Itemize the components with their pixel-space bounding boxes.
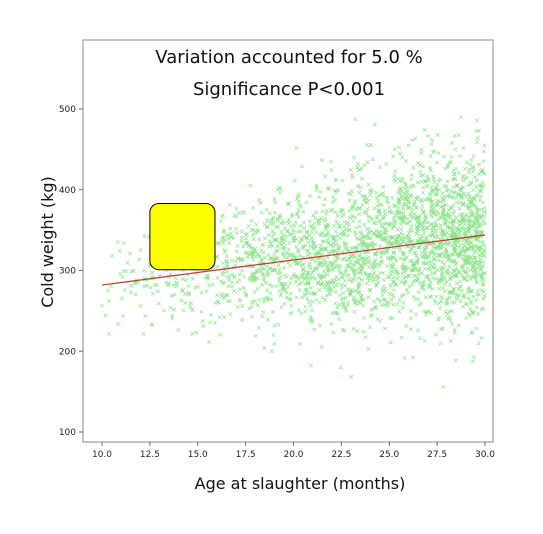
plot-frame bbox=[82, 39, 494, 443]
x-tick-label: 15.0 bbox=[188, 450, 208, 460]
y-tick-label: 100 bbox=[59, 428, 76, 438]
highlight-box bbox=[149, 202, 216, 271]
x-tick-label: 22.5 bbox=[331, 450, 351, 460]
x-tick-label: 20.0 bbox=[283, 450, 303, 460]
regression-line bbox=[101, 234, 486, 286]
x-tick-label: 25.0 bbox=[379, 450, 399, 460]
x-axis-label: Age at slaughter (months) bbox=[195, 474, 406, 493]
x-tick-label: 17.5 bbox=[236, 450, 256, 460]
x-tick-label: 12.5 bbox=[140, 450, 160, 460]
annotation-significance: Significance P<0.001 bbox=[193, 79, 385, 100]
y-tick-label: 300 bbox=[59, 267, 76, 277]
x-axis-ticks: 10.0 12.5 15.0 17.5 20.0 22.5 25.0 27.5 30.0 bbox=[92, 442, 495, 460]
y-tick-label: 400 bbox=[59, 186, 76, 196]
y-tick-label: 500 bbox=[59, 105, 76, 115]
x-tick-label: 30.0 bbox=[475, 450, 495, 460]
annotation-variation: Variation accounted for 5.0 % bbox=[155, 47, 422, 68]
x-tick-label: 10.0 bbox=[92, 450, 112, 460]
y-tick-label: 200 bbox=[59, 347, 76, 357]
y-axis-ticks: 100 200 300 400 500 bbox=[59, 105, 83, 438]
x-tick-label: 27.5 bbox=[427, 450, 447, 460]
y-axis-label: Cold weight (kg) bbox=[38, 176, 57, 308]
